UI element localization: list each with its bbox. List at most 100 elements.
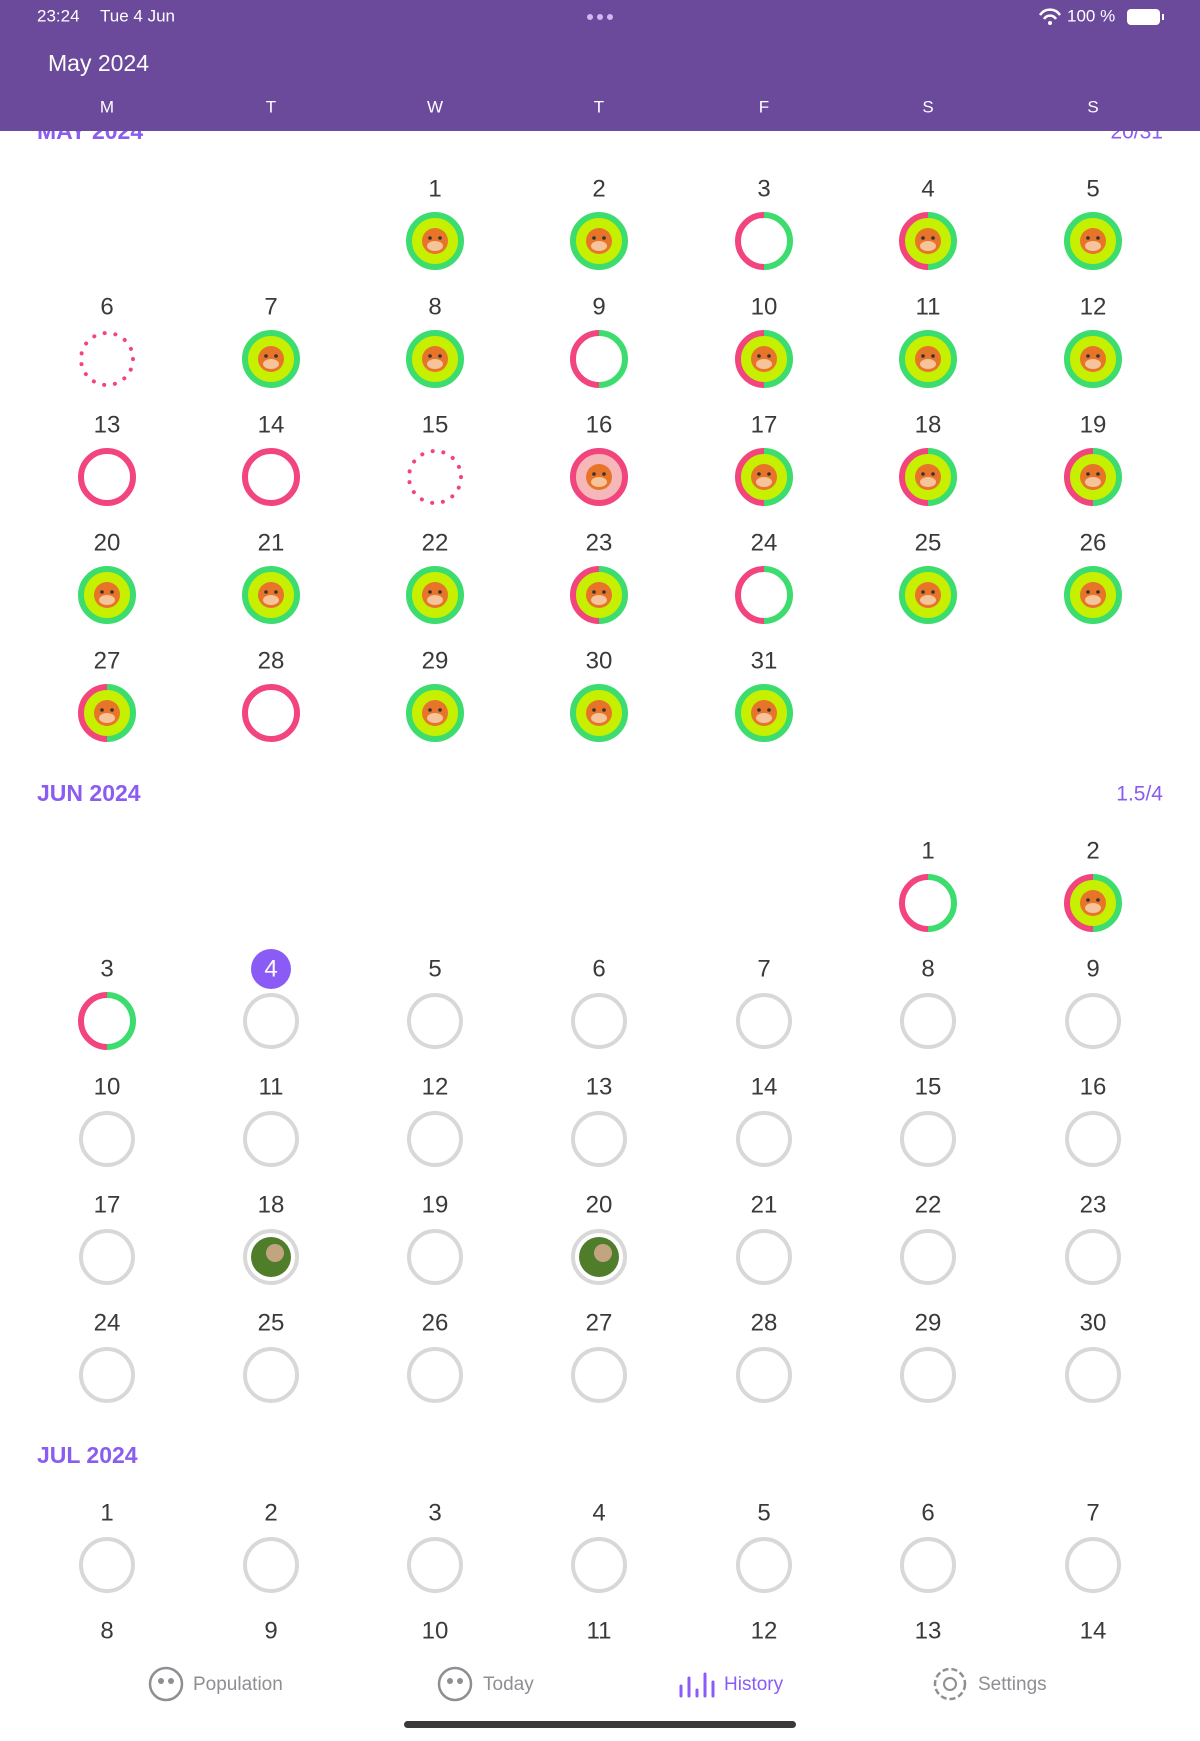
- day-cell[interactable]: 4: [899, 175, 957, 270]
- day-cell[interactable]: 23: [1065, 1191, 1121, 1285]
- day-cell[interactable]: 26: [407, 1309, 463, 1403]
- day-cell[interactable]: 17: [735, 411, 793, 506]
- face-muzzle: [591, 713, 607, 723]
- tab-icon: [933, 1667, 967, 1701]
- day-cell[interactable]: 19: [1064, 411, 1122, 506]
- day-cell[interactable]: 25: [899, 529, 957, 624]
- day-cell[interactable]: 21: [242, 529, 300, 624]
- day-cell[interactable]: 28: [242, 647, 300, 742]
- day-cell[interactable]: 15: [407, 411, 463, 505]
- face-muzzle: [1085, 477, 1101, 487]
- day-cell[interactable]: 9: [570, 293, 628, 388]
- photo-detail: [266, 1244, 284, 1262]
- day-cell[interactable]: 3: [407, 1499, 463, 1593]
- face-eye: [592, 236, 596, 240]
- ring-empty: [1065, 1537, 1121, 1593]
- day-cell[interactable]: 5: [1064, 175, 1122, 270]
- ring-empty: [900, 1537, 956, 1593]
- day-cell[interactable]: 22: [406, 529, 464, 624]
- day-cell[interactable]: 29: [900, 1309, 956, 1403]
- day-cell[interactable]: 28: [736, 1309, 792, 1403]
- ring-left: [735, 566, 765, 624]
- weekday-label: F: [759, 97, 769, 116]
- day-cell[interactable]: 14: [242, 411, 300, 506]
- ring-right: [927, 874, 957, 932]
- day-cell[interactable]: 20: [78, 529, 136, 624]
- day-number: 30: [586, 647, 613, 674]
- day-cell[interactable]: 7: [736, 955, 792, 1049]
- day-cell[interactable]: 6: [900, 1499, 956, 1593]
- day-cell[interactable]: 20: [571, 1191, 627, 1285]
- face-muzzle: [427, 241, 443, 251]
- ring-left: [899, 448, 929, 506]
- face-eye: [100, 590, 104, 594]
- day-cell[interactable]: 9: [1065, 955, 1121, 1049]
- day-cell[interactable]: 1: [79, 1499, 135, 1593]
- day-cell[interactable]: 3: [78, 955, 136, 1050]
- day-cell[interactable]: 4: [243, 949, 299, 1049]
- day-cell[interactable]: 12: [407, 1073, 463, 1167]
- day-cell[interactable]: 27: [78, 647, 136, 742]
- day-cell[interactable]: 19: [407, 1191, 463, 1285]
- day-cell[interactable]: 6: [79, 293, 135, 387]
- tab[interactable]: Settings: [933, 1667, 1047, 1701]
- day-cell[interactable]: 11: [243, 1073, 299, 1167]
- day-cell[interactable]: 13: [78, 411, 136, 506]
- day-cell[interactable]: 24: [735, 529, 793, 624]
- day-cell[interactable]: 30: [570, 647, 628, 742]
- day-cell[interactable]: 10: [735, 293, 793, 388]
- day-cell[interactable]: 7: [242, 293, 300, 388]
- day-cell[interactable]: 17: [79, 1191, 135, 1285]
- day-cell[interactable]: 18: [243, 1191, 299, 1285]
- day-cell[interactable]: 21: [736, 1191, 792, 1285]
- day-cell[interactable]: 10: [79, 1073, 135, 1167]
- day-cell[interactable]: 30: [1065, 1309, 1121, 1403]
- day-cell[interactable]: 2: [570, 175, 628, 270]
- weekday-label: M: [100, 97, 114, 116]
- face-eye: [1086, 472, 1090, 476]
- header: 23:24 Tue 4 Jun 100 % May 2024 M T W T F S S: [0, 0, 1200, 131]
- tab-icon-detail: [447, 1678, 453, 1684]
- day-number: 19: [422, 1191, 449, 1218]
- ring-right: [927, 448, 957, 506]
- day-cell[interactable]: 11: [899, 293, 957, 388]
- face-eye: [110, 708, 114, 712]
- day-cell[interactable]: 6: [571, 955, 627, 1049]
- day-number: 15: [422, 411, 449, 438]
- tab[interactable]: History: [679, 1672, 784, 1698]
- day-cell[interactable]: 2: [243, 1499, 299, 1593]
- day-cell[interactable]: 18: [899, 411, 957, 506]
- day-cell[interactable]: 24: [79, 1309, 135, 1403]
- day-cell[interactable]: 15: [900, 1073, 956, 1167]
- day-cell[interactable]: 2: [1064, 837, 1122, 932]
- face-muzzle: [99, 713, 115, 723]
- day-cell[interactable]: 29: [406, 647, 464, 742]
- tab[interactable]: Population: [148, 1666, 283, 1702]
- day-cell[interactable]: 8: [406, 293, 464, 388]
- day-cell[interactable]: 26: [1064, 529, 1122, 624]
- day-cell[interactable]: 4: [571, 1499, 627, 1593]
- tab[interactable]: Today: [437, 1666, 534, 1702]
- day-cell[interactable]: 31: [735, 647, 793, 742]
- day-cell[interactable]: 22: [900, 1191, 956, 1285]
- day-cell[interactable]: 3: [735, 175, 793, 270]
- day-cell[interactable]: 12: [1064, 293, 1122, 388]
- day-cell[interactable]: 1: [899, 837, 957, 932]
- day-cell[interactable]: 16: [570, 411, 628, 506]
- day-cell[interactable]: 25: [243, 1309, 299, 1403]
- day-cell[interactable]: 1: [406, 175, 464, 270]
- face-eye: [921, 354, 925, 358]
- day-cell[interactable]: 13: [571, 1073, 627, 1167]
- day-cell[interactable]: 14: [736, 1073, 792, 1167]
- day-cell[interactable]: 8: [900, 955, 956, 1049]
- day-cell[interactable]: 5: [736, 1499, 792, 1593]
- day-cell[interactable]: 23: [570, 529, 628, 624]
- day-cell[interactable]: 5: [407, 955, 463, 1049]
- day-cell[interactable]: 16: [1065, 1073, 1121, 1167]
- day-number: 12: [751, 1617, 778, 1644]
- day-number: 8: [428, 293, 441, 320]
- day-cell[interactable]: 7: [1065, 1499, 1121, 1593]
- day-number: 7: [264, 293, 277, 320]
- day-cell[interactable]: 27: [571, 1309, 627, 1403]
- ring: [406, 684, 464, 742]
